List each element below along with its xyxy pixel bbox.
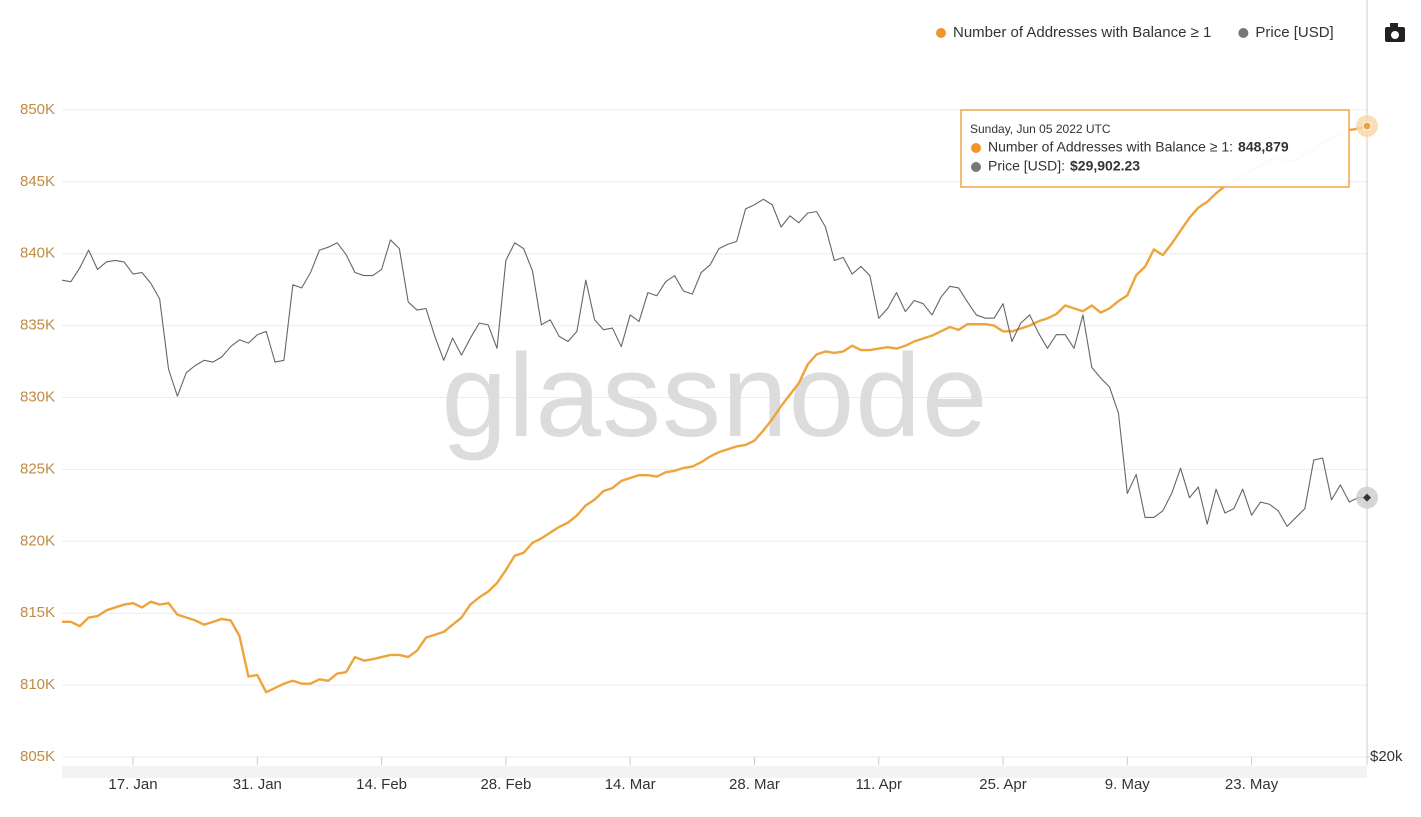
tooltip-label: Price [USD]: <box>988 158 1065 174</box>
legend-label: Price [USD] <box>1255 24 1333 41</box>
camera-icon[interactable] <box>1385 23 1405 42</box>
y-tick-label: 835K <box>20 317 55 334</box>
x-tick-label: 28. Feb <box>480 776 531 793</box>
camera-top[interactable] <box>1390 23 1398 28</box>
legend-label: Number of Addresses with Balance ≥ 1 <box>953 24 1211 41</box>
y-tick-label: 815K <box>20 604 55 621</box>
x-tick-label: 17. Jan <box>108 776 157 793</box>
y-tick-label: 830K <box>20 388 55 405</box>
y-tick-label: 825K <box>20 460 55 477</box>
x-tick-label: 11. Apr <box>856 776 902 793</box>
x-tick-label: 25. Apr <box>979 776 1027 793</box>
y-tick-label: 805K <box>20 748 55 765</box>
x-tick-label: 14. Mar <box>605 776 656 793</box>
y-tick-label: 820K <box>20 532 55 549</box>
x-tick-label: 14. Feb <box>356 776 407 793</box>
hover-point <box>1362 121 1372 131</box>
y-tick-label: 845K <box>20 173 55 190</box>
legend-dot <box>936 28 946 38</box>
series-line <box>61 198 1368 527</box>
tooltip-dot <box>971 143 981 153</box>
legend-dot <box>1238 28 1249 38</box>
x-tick-label: 23. May <box>1225 776 1279 793</box>
y-tick-label: 850K <box>20 101 55 118</box>
y2-tick-label: $20k <box>1370 748 1403 765</box>
tooltip-label: Number of Addresses with Balance ≥ 1: <box>988 139 1233 155</box>
x-tick-label: 31. Jan <box>233 776 282 793</box>
x-tick-label: 28. Mar <box>729 776 780 793</box>
tooltip-box <box>960 109 1350 188</box>
y-tick-label: 840K <box>20 245 55 262</box>
tooltip-value: $29,902.23 <box>1070 158 1140 174</box>
tooltip-dot <box>971 162 981 172</box>
tooltip-value: 848,879 <box>1238 139 1289 155</box>
tooltip-date: Sunday, Jun 05 2022 UTC <box>970 122 1111 136</box>
tooltip: Sunday, Jun 05 2022 UTC Number of Address… <box>960 109 1350 188</box>
series-line <box>62 124 1368 694</box>
watermark: glassnode <box>442 330 989 462</box>
y-tick-label: 810K <box>20 676 55 693</box>
navigator-bar <box>62 766 1367 778</box>
camera-lens[interactable] <box>1391 31 1399 39</box>
hover-point <box>1363 493 1371 502</box>
x-tick-label: 9. May <box>1105 776 1151 793</box>
